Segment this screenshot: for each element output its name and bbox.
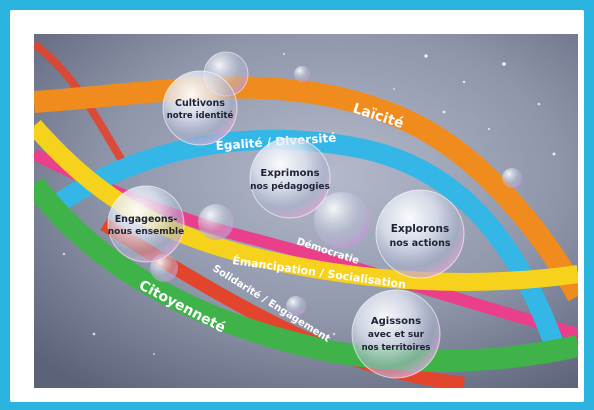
svg-text:Explorons: Explorons (391, 223, 449, 235)
bubble-explorons: Explorons nos actions (375, 189, 465, 279)
svg-text:Agissons: Agissons (371, 316, 421, 327)
small-bubble (198, 204, 234, 240)
bubble-agissons: Agissons avec et sur nos territoires (351, 289, 441, 379)
ribbon-egalite (48, 129, 564, 348)
small-bubble (150, 254, 178, 282)
bubble-exprimons: Exprimons nos pédagogies (249, 137, 331, 219)
svg-text:Cultivons: Cultivons (175, 98, 225, 109)
small-bubble (502, 168, 522, 188)
poster-illustration: Laïcité Égalité / Diversité Démocratie É… (34, 34, 578, 388)
poster-artwork: Laïcité Égalité / Diversité Démocratie É… (34, 34, 578, 388)
svg-text:nos pédagogies: nos pédagogies (250, 181, 330, 192)
small-bubble (286, 296, 306, 316)
small-bubble (314, 192, 370, 248)
svg-text:nos territoires: nos territoires (362, 343, 431, 353)
svg-text:avec et sur: avec et sur (368, 330, 425, 340)
svg-text:nos actions: nos actions (389, 238, 450, 249)
bubble-cultivons: Cultivons notre identité (162, 70, 238, 146)
svg-text:notre identité: notre identité (167, 110, 234, 121)
bubble-engageons: Engageons- nous ensemble (107, 185, 185, 263)
svg-text:Exprimons: Exprimons (260, 168, 319, 179)
ribbon-emancipation (34, 120, 578, 291)
svg-text:Engageons-: Engageons- (115, 214, 178, 225)
small-bubble (294, 66, 310, 82)
ribbon-laicite (34, 76, 578, 302)
ribbon-citoyennete (34, 177, 578, 372)
svg-text:nous ensemble: nous ensemble (108, 227, 184, 237)
